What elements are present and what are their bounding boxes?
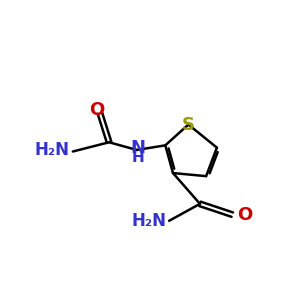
- Text: H: H: [132, 150, 145, 165]
- Text: O: O: [89, 101, 104, 119]
- Text: H₂N: H₂N: [35, 141, 70, 159]
- Text: O: O: [237, 206, 252, 224]
- Text: H₂N: H₂N: [131, 212, 166, 230]
- Text: N: N: [131, 140, 146, 158]
- Text: S: S: [182, 116, 195, 134]
